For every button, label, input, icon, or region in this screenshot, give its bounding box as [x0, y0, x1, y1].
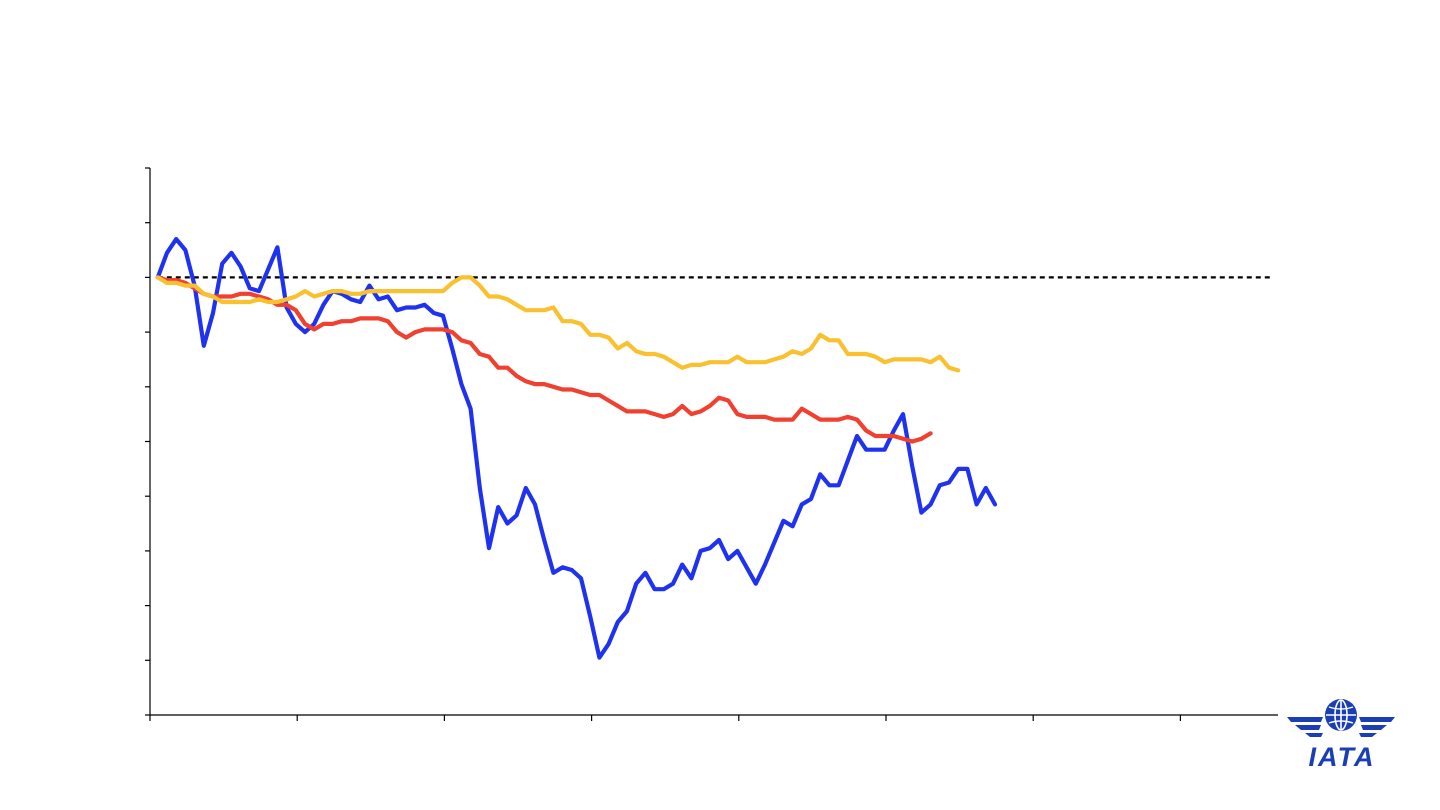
- series-lines: [155, 237, 998, 660]
- chart-axes: [145, 167, 1278, 721]
- series-line-1: [155, 237, 998, 660]
- iata-logo: IATA: [1285, 695, 1397, 772]
- series-line-3: [155, 275, 961, 373]
- logo-wordmark: IATA: [1309, 742, 1376, 770]
- globe-wings-icon: IATA: [1287, 699, 1395, 772]
- series-line-2: [155, 275, 933, 444]
